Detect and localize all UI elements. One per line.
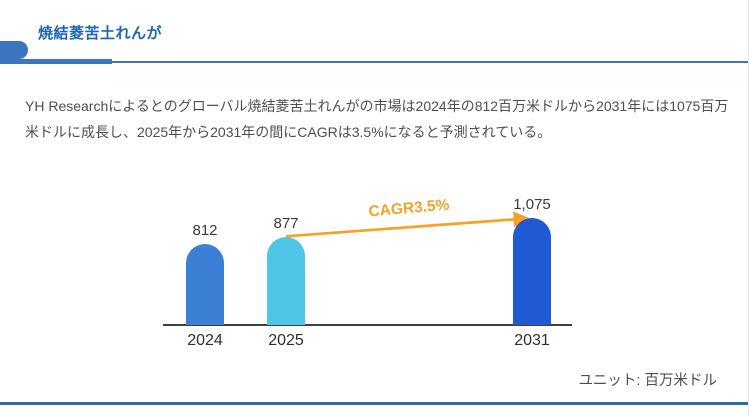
year-label-2024: 2024 [187,332,223,349]
value-label-2024: 812 [192,221,218,239]
year-label-2025: 2025 [268,332,304,349]
value-label-2031: 1,075 [513,195,551,213]
header-rule-thin [112,61,748,63]
market-bar-chart: CAGR3.5% 812 2024 877 2025 1,075 2031 [0,185,748,355]
header-accent-tab [0,41,28,59]
market-description: YH Researchによるとのグローバル焼結菱苦土れんがの市場は2024年の8… [25,98,729,140]
cagr-annotation-label: CAGR3.5% [367,196,451,221]
value-label-2025: 877 [273,215,299,233]
year-label-2031: 2031 [514,332,550,349]
unit-note: ユニット: 百万米ドル [578,373,717,389]
x-axis-line [163,324,572,326]
bar-2024 [186,243,224,325]
bar-2025 [267,237,305,325]
page-title: 焼結菱苦土れんが [38,25,163,42]
bar-2031 [513,217,551,325]
header-rule-thick [0,59,112,64]
bottom-rule [0,402,748,405]
